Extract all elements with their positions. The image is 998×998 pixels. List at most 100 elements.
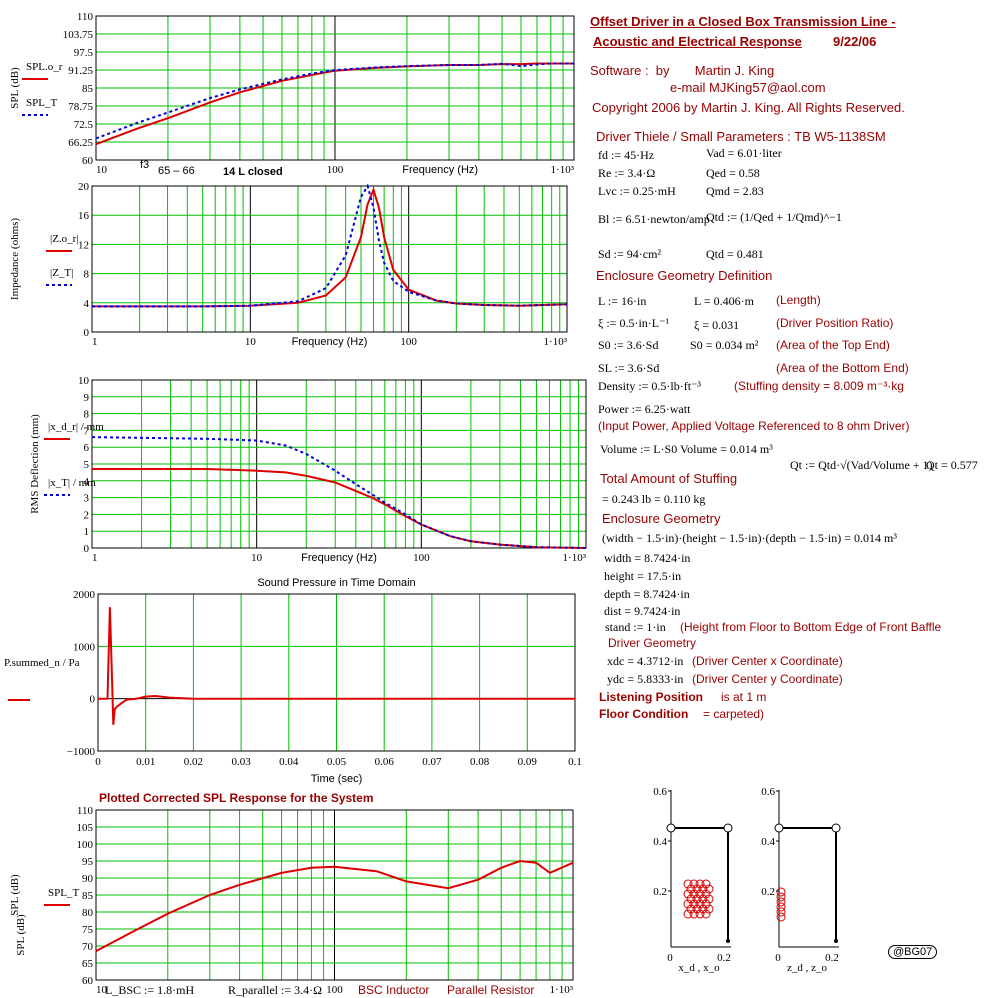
ytick-label: 85 bbox=[82, 83, 94, 95]
power-note: (Input Power, Applied Voltage Referenced… bbox=[598, 419, 910, 433]
f3-range: 65 – 66 bbox=[158, 165, 195, 177]
geom-xtick-label: 0 bbox=[775, 952, 781, 964]
density-note: (Stuffing density = 8.009 m⁻³·kg bbox=[734, 379, 904, 393]
copyright-line: Copyright 2006 by Martin J. King. All Ri… bbox=[592, 100, 905, 115]
xtick-label: 0.04 bbox=[279, 756, 299, 768]
xtick-label: 100 bbox=[327, 164, 344, 176]
rparallel-def: R_parallel := 3.4·Ω bbox=[228, 983, 322, 997]
s0-val: S0 = 0.034 m² bbox=[690, 338, 759, 352]
marker bbox=[723, 823, 733, 833]
qed-val: Qed = 0.58 bbox=[706, 166, 760, 180]
xtick-label: 0.02 bbox=[184, 756, 203, 768]
xtick-label: 0.1 bbox=[568, 756, 582, 768]
chart-title: Plotted Corrected SPL Response for the S… bbox=[99, 791, 374, 805]
f3-label: f3 bbox=[140, 159, 149, 171]
xtick-label: 1·10³ bbox=[550, 984, 574, 996]
marker bbox=[834, 939, 838, 943]
driver-point bbox=[683, 889, 693, 899]
xi-def: ξ := 0.5·in·L⁻¹ bbox=[598, 316, 670, 330]
plot-frame bbox=[95, 809, 574, 981]
driver-point bbox=[689, 889, 699, 899]
plot-frame bbox=[91, 379, 587, 549]
y-axis-label: SPL (dB) bbox=[9, 874, 21, 916]
series-line-red bbox=[95, 62, 574, 146]
xtick-label: 0.07 bbox=[422, 756, 442, 768]
plot-frame bbox=[95, 15, 575, 161]
listening-value: is at 1 m bbox=[721, 690, 767, 704]
marker bbox=[726, 939, 730, 943]
floor-value: = carpeted) bbox=[703, 707, 765, 721]
ytick-label: 0 bbox=[84, 543, 90, 555]
qt-def: Qt := Qtd·√(Vad/Volume + 1) bbox=[790, 458, 933, 472]
legend-x-t: |x_T| / mm bbox=[48, 477, 96, 489]
driver-point bbox=[704, 904, 714, 914]
series-line-blue bbox=[95, 62, 574, 140]
power-def: Power := 6.25·watt bbox=[598, 402, 691, 416]
marker bbox=[831, 823, 841, 833]
s0-def: S0 := 3.6·Sd bbox=[598, 338, 659, 352]
ytick-label: 6 bbox=[84, 442, 90, 454]
xtick-label: 1 bbox=[92, 336, 98, 348]
xtick-label: 100 bbox=[400, 336, 417, 348]
driver-point bbox=[692, 904, 702, 914]
L-note: (Length) bbox=[776, 293, 821, 307]
ytick-label: 20 bbox=[78, 181, 90, 193]
sd-def: Sd := 94·cm² bbox=[598, 247, 662, 261]
ytick-label: 16 bbox=[78, 210, 90, 222]
parallel-resistor-label: Parallel Resistor bbox=[447, 983, 535, 997]
ytick-label: 110 bbox=[77, 805, 94, 817]
driver-point bbox=[776, 887, 786, 897]
geom-ytick-label: 0.6 bbox=[761, 786, 775, 798]
ts-heading: Driver Thiele / Small Parameters : TB W5… bbox=[596, 129, 886, 144]
driver-point bbox=[701, 909, 711, 919]
stand-def: stand := 1·in bbox=[605, 620, 666, 634]
ytick-label: 91.25 bbox=[68, 65, 93, 77]
y-axis-label: RMS Deflection (mm) bbox=[29, 414, 41, 514]
driver-point bbox=[695, 889, 705, 899]
xtick-label: 10 bbox=[96, 984, 108, 996]
driver-point bbox=[776, 897, 786, 907]
series-line-red bbox=[95, 859, 574, 952]
ytick-label: 10 bbox=[78, 375, 90, 387]
chart-1 bbox=[95, 15, 575, 161]
driver-point bbox=[698, 894, 708, 904]
floor-label: Floor Condition bbox=[599, 707, 689, 721]
stuffing-val: = 0.243 lb = 0.110 kg bbox=[602, 492, 706, 506]
driver-point bbox=[683, 909, 693, 919]
geom-xtick-label: 0 bbox=[667, 952, 673, 964]
driver-point bbox=[701, 879, 711, 889]
stuffing-heading: Total Amount of Stuffing bbox=[600, 471, 738, 486]
legend-z-or: |Z.o_r| bbox=[50, 233, 79, 245]
sl-note: (Area of the Bottom End) bbox=[776, 361, 909, 375]
geom-ytick-label: 0.6 bbox=[653, 786, 667, 798]
ytick-label: 65 bbox=[82, 958, 94, 970]
stand-note: (Height from Floor to Bottom Edge of Fro… bbox=[680, 620, 942, 634]
ytick-label: 5 bbox=[84, 459, 90, 471]
driver-point bbox=[704, 884, 714, 894]
xi-val: ξ = 0.031 bbox=[694, 318, 740, 332]
ytick-label: 70 bbox=[82, 941, 94, 953]
geom-xtick-label: 0.2 bbox=[717, 952, 731, 964]
ytick-label: 60 bbox=[82, 975, 94, 987]
xdc-val: xdc = 4.3712·in bbox=[607, 654, 684, 668]
ytick-label: 8 bbox=[84, 269, 90, 281]
ytick-label: 4 bbox=[84, 476, 90, 488]
doc-title-line2: Acoustic and Electrical Response bbox=[593, 34, 802, 49]
driver-geo-heading: Driver Geometry bbox=[608, 636, 697, 650]
driver-point bbox=[686, 894, 696, 904]
qtd-val: Qtd = 0.481 bbox=[706, 247, 764, 261]
legend-z-t: |Z_T| bbox=[50, 267, 73, 279]
driver-point bbox=[689, 899, 699, 909]
legend-spl-corrected: SPL_T bbox=[48, 887, 79, 899]
geometry-plot-x bbox=[666, 790, 733, 948]
x-axis-label: Frequency (Hz) bbox=[402, 164, 478, 176]
ydc-note: (Driver Center y Coordinate) bbox=[692, 672, 843, 686]
xtick-label: 0.05 bbox=[327, 756, 347, 768]
vad-val: Vad = 6.01·liter bbox=[706, 146, 782, 160]
xtick-label: 0.03 bbox=[231, 756, 251, 768]
driver-point bbox=[776, 902, 786, 912]
box-label: 14 L closed bbox=[223, 166, 283, 178]
encl-eq: (width − 1.5·in)·(height − 1.5·in)·(dept… bbox=[602, 531, 897, 545]
geom-x-label: x_d , x_o bbox=[678, 962, 720, 974]
